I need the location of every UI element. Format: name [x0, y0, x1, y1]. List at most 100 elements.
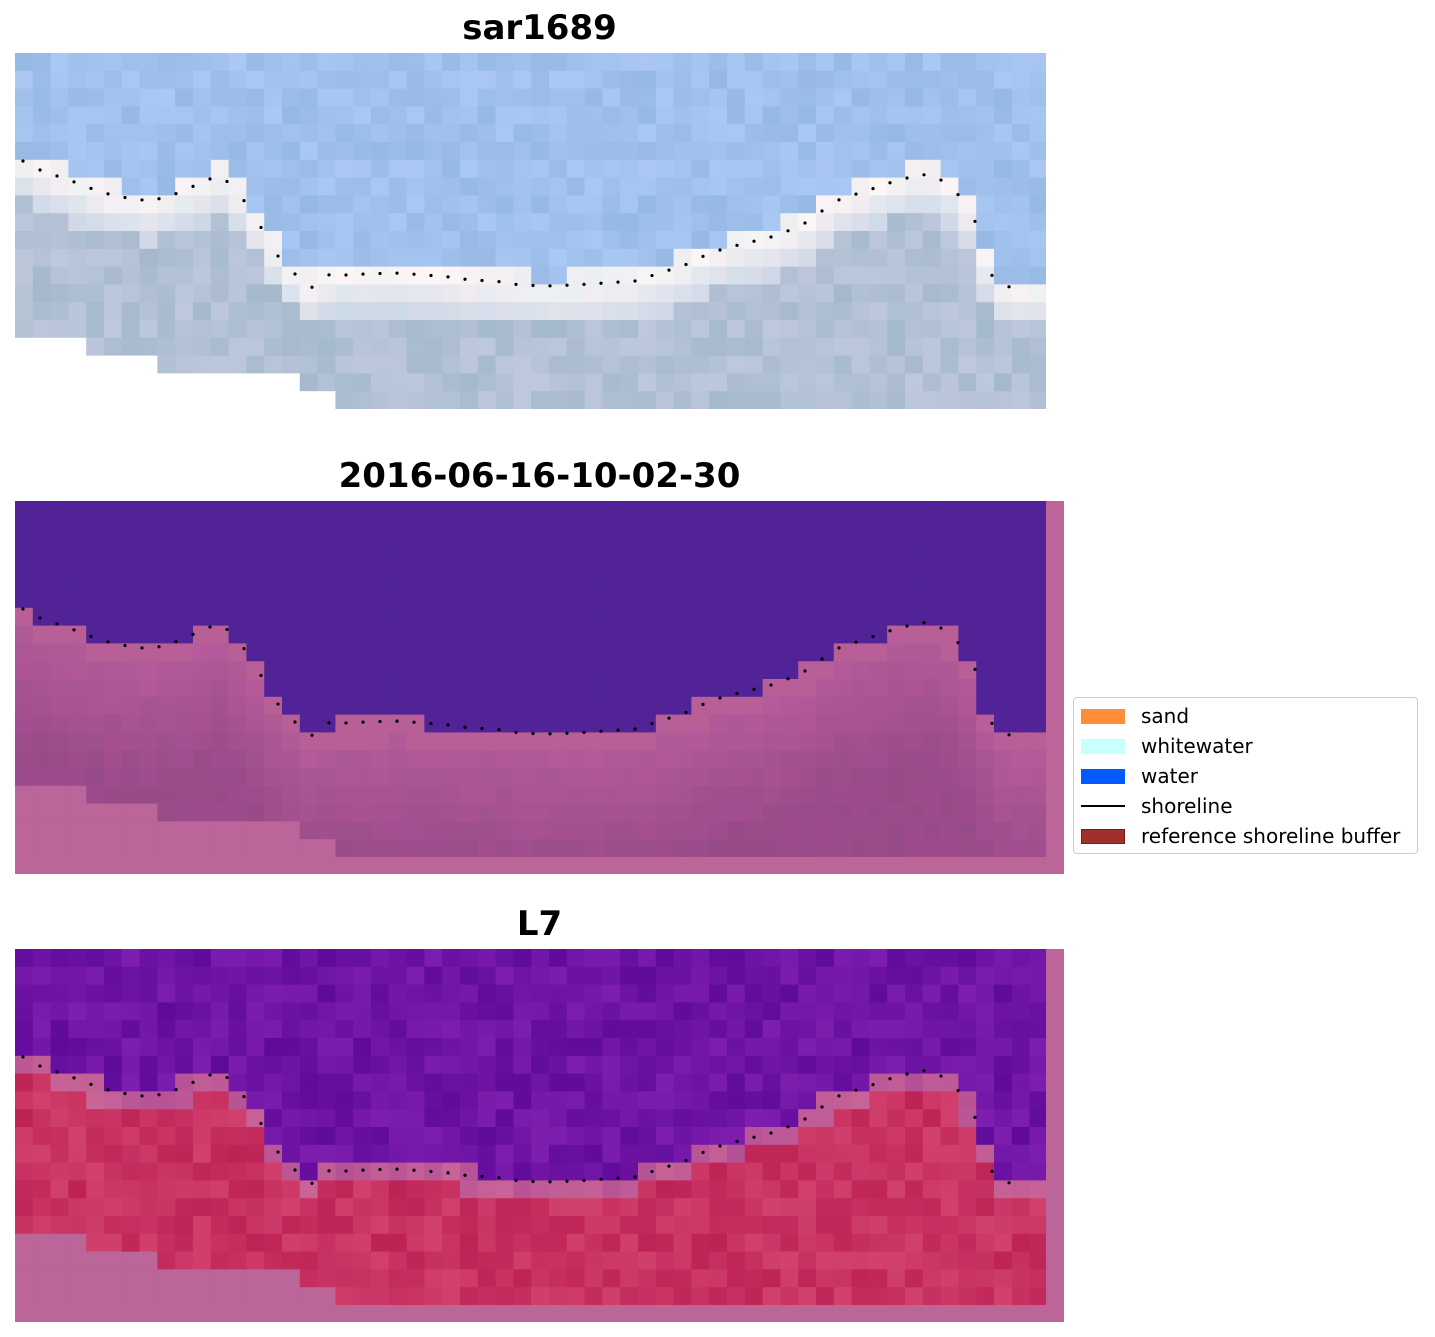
shoreline-point	[395, 271, 399, 275]
shoreline-point	[174, 1088, 178, 1092]
shoreline-point	[497, 1176, 501, 1180]
shoreline-point	[786, 229, 790, 233]
shoreline-point	[650, 273, 654, 278]
shoreline-point	[854, 192, 858, 196]
shoreline-point	[599, 1177, 603, 1181]
shoreline-point	[973, 667, 977, 671]
shoreline-point	[157, 645, 161, 649]
shoreline-point	[55, 174, 59, 178]
shoreline-point	[1007, 285, 1011, 289]
shoreline-point	[973, 1115, 977, 1119]
shoreline-point	[990, 273, 994, 277]
legend-label: sand	[1141, 704, 1190, 728]
shoreline-point	[820, 657, 824, 661]
shoreline-point	[582, 730, 586, 734]
shoreline-point	[531, 1179, 535, 1184]
shoreline-point	[344, 1169, 348, 1173]
shoreline-point	[667, 268, 671, 272]
shoreline-point	[820, 1105, 824, 1109]
shoreline-point	[140, 1094, 144, 1098]
shoreline-point	[55, 1070, 59, 1074]
shoreline-point	[242, 646, 246, 651]
shoreline-point	[769, 683, 773, 687]
shoreline-point	[718, 1144, 722, 1148]
shoreline-point	[463, 725, 467, 729]
shoreline-point	[225, 627, 229, 632]
shoreline-point	[769, 235, 773, 239]
shoreline-point	[429, 721, 433, 726]
classification-image	[15, 501, 1064, 874]
shoreline-point	[548, 284, 552, 288]
shoreline-point	[1007, 733, 1011, 737]
shoreline-point	[786, 1125, 790, 1129]
shoreline-point	[378, 719, 382, 724]
shoreline-point	[888, 181, 892, 185]
shoreline-point	[616, 728, 620, 732]
shoreline-point	[871, 187, 875, 191]
shoreline-point	[599, 729, 603, 733]
shoreline-point	[429, 273, 433, 278]
legend-label: whitewater	[1141, 734, 1253, 758]
legend-label: shoreline	[1141, 794, 1233, 818]
panel-title-2: 2016-06-16-10-02-30	[338, 456, 741, 496]
shoreline-point	[89, 186, 93, 190]
legend-item-shoreline: shoreline	[1081, 791, 1233, 821]
image-panel-rgb	[15, 53, 1046, 409]
shoreline-point	[89, 1082, 93, 1086]
shoreline-point	[225, 1075, 229, 1080]
shoreline-point	[123, 1091, 127, 1096]
shoreline-point	[157, 197, 161, 201]
shoreline-point	[531, 731, 535, 736]
shoreline-point	[582, 282, 586, 286]
image-panel-index	[15, 949, 1064, 1322]
shoreline-point	[803, 221, 807, 225]
legend-item-water: water	[1081, 761, 1198, 791]
shoreline-point	[684, 710, 688, 715]
shoreline-point	[208, 625, 212, 629]
shoreline-point	[259, 225, 263, 230]
shoreline-point	[310, 285, 314, 289]
shoreline-point	[276, 1150, 280, 1154]
shoreline-point	[72, 628, 76, 632]
shoreline-point	[837, 1094, 841, 1098]
shoreline-point	[395, 1167, 399, 1171]
shoreline-point	[38, 616, 42, 620]
shoreline-point	[684, 1158, 688, 1163]
index-image	[15, 949, 1064, 1322]
shoreline-line-icon	[1081, 805, 1125, 807]
shoreline-point	[990, 721, 994, 725]
legend: sand whitewater water shoreline referenc…	[1073, 697, 1418, 854]
shoreline-point	[650, 1169, 654, 1174]
shoreline-point	[72, 180, 76, 184]
legend-item-buffer: reference shoreline buffer	[1081, 821, 1400, 851]
shoreline-point	[905, 624, 909, 628]
shoreline-point	[361, 1168, 365, 1172]
shoreline-point	[480, 278, 484, 283]
shoreline-point	[956, 1089, 960, 1093]
shoreline-point	[769, 1131, 773, 1135]
shoreline-point	[735, 243, 739, 247]
shoreline-point	[667, 1164, 671, 1168]
shoreline-point	[514, 1178, 518, 1182]
shoreline-point	[633, 727, 637, 731]
shoreline-point	[123, 195, 127, 200]
shoreline-point	[310, 733, 314, 737]
shoreline-point	[837, 646, 841, 650]
shoreline-point	[140, 198, 144, 202]
shoreline-point	[701, 702, 705, 706]
whitewater-swatch-icon	[1081, 738, 1125, 754]
shoreline-point	[531, 283, 535, 288]
shoreline-point	[361, 272, 365, 276]
shoreline-point	[463, 1173, 467, 1177]
shoreline-point	[259, 1121, 263, 1126]
shoreline-point	[242, 198, 246, 203]
panel-title-3: L7	[516, 904, 563, 944]
legend-item-whitewater: whitewater	[1081, 731, 1253, 761]
shoreline-point	[888, 1077, 892, 1081]
shoreline-point	[701, 254, 705, 258]
shoreline-point	[55, 622, 59, 626]
shoreline-point	[990, 1169, 994, 1173]
shoreline-point	[922, 621, 926, 625]
shoreline-point	[565, 283, 569, 287]
shoreline-point	[752, 687, 756, 691]
